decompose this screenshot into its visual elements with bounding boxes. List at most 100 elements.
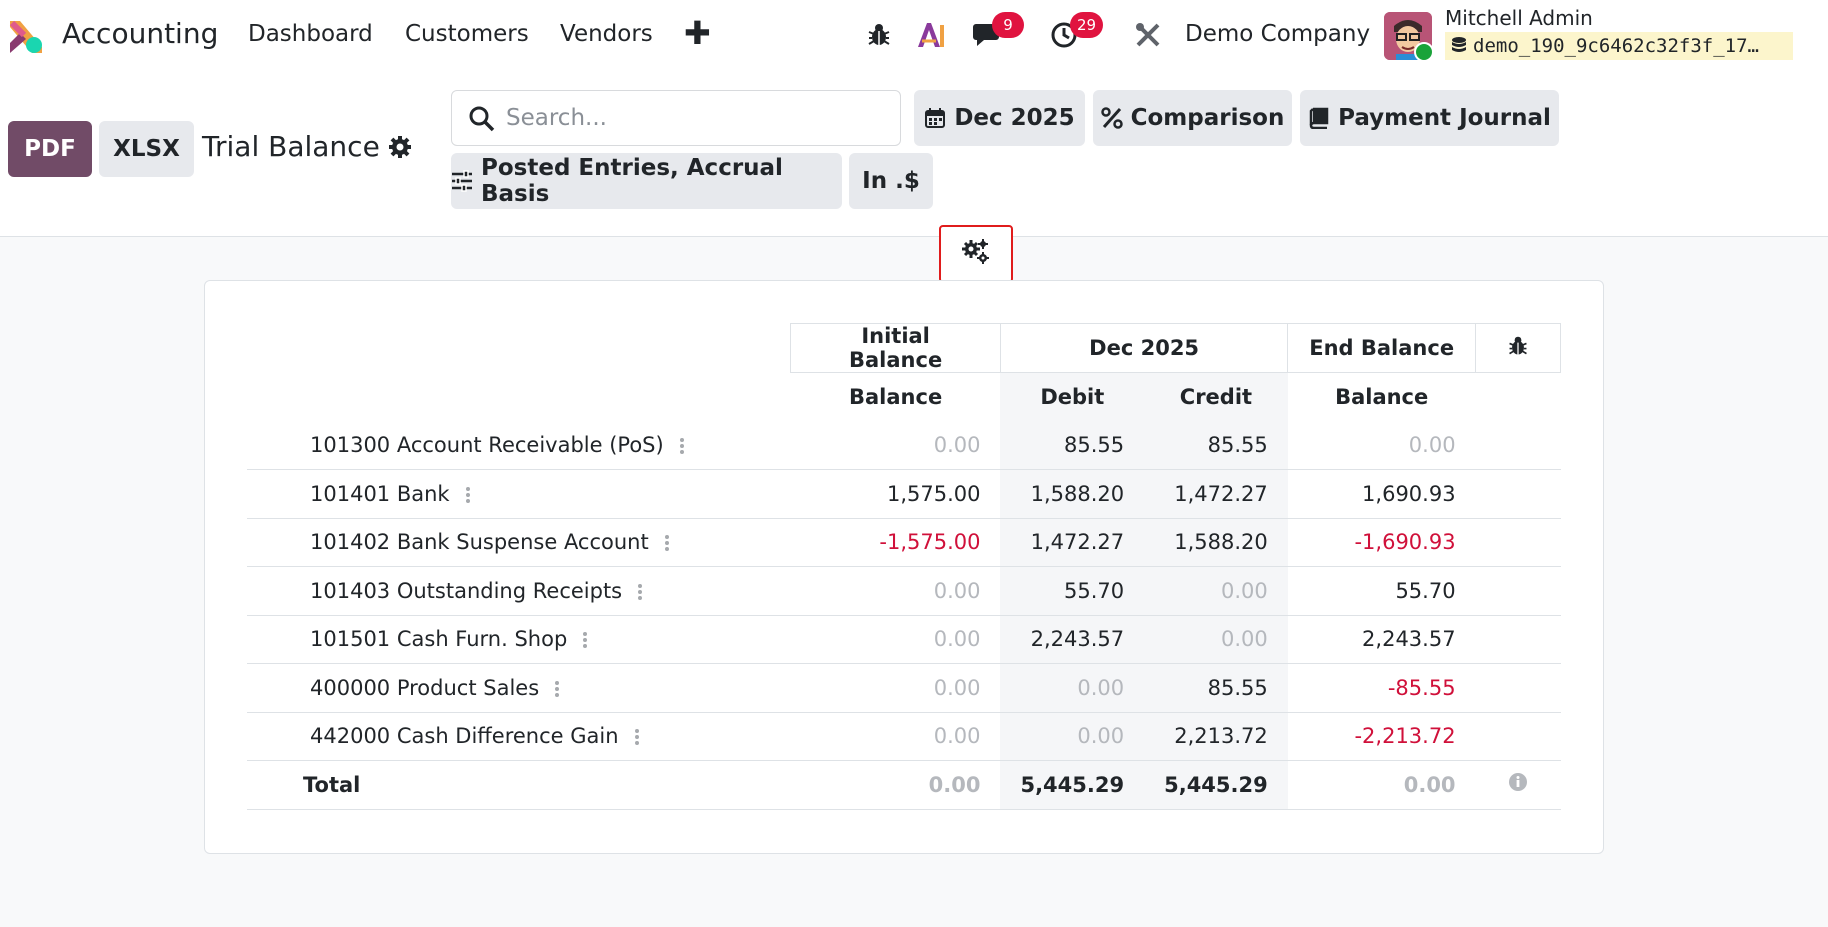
credit-cell: 85.55 (1144, 421, 1288, 470)
search-box (451, 90, 901, 146)
account-name[interactable]: 101501 Cash Furn. Shop (310, 627, 568, 652)
account-cell[interactable]: 400000 Product Sales (247, 663, 791, 713)
payment-journal-label: Payment Journal (1338, 105, 1551, 131)
info-icon[interactable] (1508, 773, 1528, 797)
payment-journal-button[interactable]: Payment Journal (1300, 90, 1559, 146)
header-period: Dec 2025 (999, 323, 1289, 373)
table-row[interactable]: 101300 Account Receivable (PoS) 0.00 85.55… (247, 421, 1561, 470)
subheader-credit: Credit (1144, 372, 1288, 421)
comparison-label: Comparison (1130, 105, 1285, 131)
debit-cell: 1,588.20 (1000, 469, 1145, 519)
account-cell[interactable]: 101402 Bank Suspense Account (247, 518, 791, 567)
table-row[interactable]: 442000 Cash Difference Gain 0.00 0.00 2,213… (247, 712, 1561, 761)
control-panel: PDF XLSX Trial Balance Dec 2025 Comparis… (0, 72, 1828, 283)
bug-icon (1507, 336, 1529, 362)
end-cell: 55.70 (1287, 566, 1476, 616)
date-filter-label: Dec 2025 (954, 105, 1075, 131)
kebab-menu-icon[interactable] (638, 582, 644, 602)
debit-cell: 2,243.57 (1000, 615, 1145, 664)
account-cell[interactable]: 101401 Bank (247, 469, 791, 519)
credit-cell: 1,588.20 (1144, 518, 1288, 567)
search-icon (469, 106, 495, 132)
kebab-menu-icon[interactable] (555, 679, 561, 699)
company-switcher[interactable]: Demo Company (1185, 21, 1371, 47)
user-avatar[interactable] (1384, 12, 1432, 60)
gear-icon[interactable] (387, 134, 413, 160)
activities-badge: 29 (1070, 12, 1104, 38)
page-title: Trial Balance (202, 130, 380, 163)
menu-vendors[interactable]: Vendors (560, 21, 653, 47)
tools-icon[interactable] (1133, 20, 1163, 50)
subheader-initial-balance: Balance (849, 385, 943, 409)
debit-cell: 0.00 (1000, 663, 1145, 713)
app-name[interactable]: Accounting (62, 17, 219, 50)
accounting-app-icon[interactable] (6, 17, 46, 57)
debug-column-header[interactable] (1475, 323, 1561, 373)
account-name[interactable]: 442000 Cash Difference Gain (310, 724, 619, 749)
date-filter-button[interactable]: Dec 2025 (914, 90, 1085, 146)
account-cell[interactable]: 442000 Cash Difference Gain (247, 712, 791, 761)
debug-cell (1475, 518, 1561, 567)
bug-icon[interactable] (864, 20, 894, 50)
credit-cell: 0.00 (1144, 566, 1288, 616)
table-row[interactable]: 101501 Cash Furn. Shop 0.00 2,243.57 0.00 2,… (247, 615, 1561, 664)
subheader-end-balance: Balance (1335, 385, 1429, 409)
calendar-icon (924, 107, 946, 129)
header-blank (247, 324, 791, 373)
table-row[interactable]: 101403 Outstanding Receipts 0.00 55.70 0.00… (247, 566, 1561, 616)
account-cell[interactable]: 101501 Cash Furn. Shop (247, 615, 791, 664)
menu-dashboard[interactable]: Dashboard (248, 21, 373, 47)
table-row[interactable]: 400000 Product Sales 0.00 0.00 85.55 -85.55 (247, 663, 1561, 713)
kebab-menu-icon[interactable] (465, 485, 472, 505)
database-name-text: demo_190_9c6462c32f3f_17… (1473, 35, 1759, 57)
total-label: Total (247, 760, 791, 810)
total-initial-cell: 0.00 (790, 760, 1001, 810)
online-status-dot (1414, 42, 1434, 62)
top-navbar: Accounting Dashboard Customers Vendors ✚… (0, 0, 1828, 72)
debit-cell: 55.70 (1000, 566, 1145, 616)
gears-icon (961, 238, 991, 271)
search-input[interactable] (506, 99, 886, 137)
credit-cell: 1,472.27 (1144, 469, 1288, 519)
new-menu-plus-icon[interactable]: ✚ (684, 14, 711, 52)
xlsx-button[interactable]: XLSX (99, 121, 194, 177)
end-cell: -2,213.72 (1287, 712, 1476, 761)
ai-icon[interactable] (916, 20, 946, 50)
table-row[interactable]: 101401 Bank 1,575.00 1,588.20 1,472.27 1,690… (247, 469, 1561, 519)
pdf-button[interactable]: PDF (8, 121, 92, 177)
report-card: Initial Balance Dec 2025 End Balance Bal… (204, 280, 1604, 854)
debug-cell (1475, 469, 1561, 519)
initial-cell: 0.00 (790, 712, 1001, 761)
credit-cell: 85.55 (1144, 663, 1288, 713)
currency-button[interactable]: In .$ (849, 153, 933, 209)
total-credit-cell: 5,445.29 (1144, 760, 1288, 810)
user-name[interactable]: Mitchell Admin (1445, 6, 1593, 30)
kebab-menu-icon[interactable] (634, 727, 641, 747)
database-name: demo_190_9c6462c32f3f_17… (1445, 32, 1793, 60)
account-name[interactable]: 101300 Account Receivable (PoS) (310, 433, 664, 457)
account-name[interactable]: 101401 Bank (310, 481, 450, 506)
debug-cell (1475, 566, 1561, 616)
entries-options-button[interactable]: Posted Entries, Accrual Basis (451, 153, 842, 209)
subheader-debit: Debit (1000, 372, 1145, 421)
account-cell[interactable]: 101300 Account Receivable (PoS) (247, 421, 791, 470)
kebab-menu-icon[interactable] (679, 436, 686, 456)
account-name[interactable]: 400000 Product Sales (310, 675, 540, 700)
kebab-menu-icon[interactable] (664, 533, 671, 553)
subheader-blank (247, 373, 791, 422)
debit-cell: 1,472.27 (1000, 518, 1145, 567)
kebab-menu-icon[interactable] (583, 630, 589, 650)
entries-options-label: Posted Entries, Accrual Basis (481, 155, 783, 207)
account-name[interactable]: 101402 Bank Suspense Account (310, 530, 649, 555)
menu-customers[interactable]: Customers (405, 21, 529, 47)
report-settings-button[interactable] (939, 225, 1013, 283)
credit-cell: 0.00 (1144, 615, 1288, 664)
table-row[interactable]: 101402 Bank Suspense Account -1,575.00 1,4… (247, 518, 1561, 567)
comparison-button[interactable]: Comparison (1093, 90, 1292, 146)
subheader-blank-right (1476, 373, 1561, 422)
messages-badge: 9 (992, 12, 1024, 38)
account-name[interactable]: 101403 Outstanding Receipts (310, 578, 623, 603)
account-cell[interactable]: 101403 Outstanding Receipts (247, 566, 791, 616)
debug-cell (1475, 663, 1561, 713)
total-end-cell: 0.00 (1287, 760, 1476, 810)
